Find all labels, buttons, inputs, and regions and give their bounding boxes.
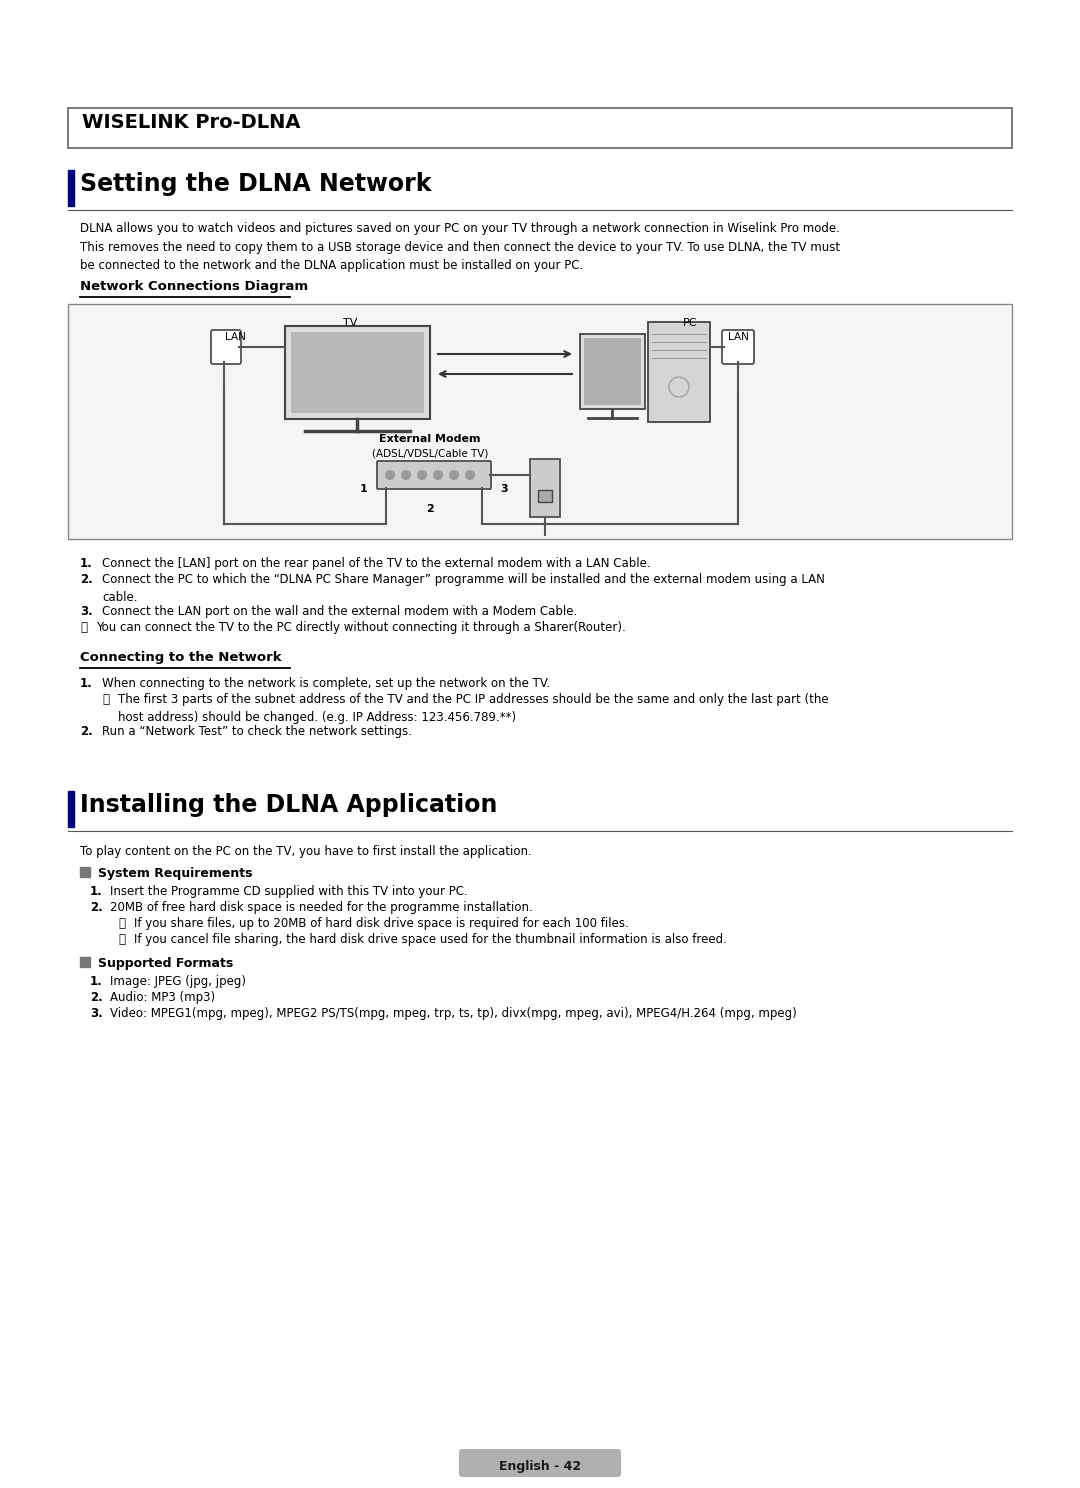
Bar	[584, 338, 642, 405]
Text: 2.: 2.	[90, 902, 103, 914]
Text: 2: 2	[427, 504, 434, 513]
Text: Insert the Programme CD supplied with this TV into your PC.: Insert the Programme CD supplied with th…	[110, 885, 468, 897]
FancyBboxPatch shape	[377, 461, 491, 490]
Text: DLNA allows you to watch videos and pictures saved on your PC on your TV through: DLNA allows you to watch videos and pict…	[80, 222, 840, 272]
Text: PC: PC	[683, 318, 698, 327]
Bar	[80, 957, 90, 967]
Text: Connect the [LAN] port on the rear panel of the TV to the external modem with a : Connect the [LAN] port on the rear panel…	[102, 557, 650, 570]
Bar	[538, 490, 552, 501]
Bar	[80, 868, 90, 876]
FancyBboxPatch shape	[459, 1449, 621, 1478]
Text: LAN: LAN	[225, 332, 245, 342]
Text: You can connect the TV to the PC directly without connecting it through a Sharer: You can connect the TV to the PC directl…	[96, 620, 625, 634]
Text: Installing the DLNA Application: Installing the DLNA Application	[80, 793, 498, 817]
FancyBboxPatch shape	[68, 304, 1012, 539]
Text: To play content on the PC on the TV, you have to first install the application.: To play content on the PC on the TV, you…	[80, 845, 531, 859]
Circle shape	[449, 470, 459, 481]
Text: 2.: 2.	[90, 991, 103, 1004]
Bar	[530, 458, 561, 516]
Text: ⓘ: ⓘ	[80, 620, 87, 634]
Text: 1.: 1.	[80, 677, 93, 690]
Text: 3.: 3.	[90, 1007, 103, 1019]
Text: 3: 3	[500, 484, 508, 494]
Text: 1.: 1.	[80, 557, 93, 570]
Text: 3.: 3.	[80, 606, 93, 618]
Text: When connecting to the network is complete, set up the network on the TV.: When connecting to the network is comple…	[102, 677, 550, 690]
Text: System Requirements: System Requirements	[98, 868, 253, 879]
Text: English - 42: English - 42	[499, 1460, 581, 1473]
Circle shape	[401, 470, 411, 481]
Text: If you share files, up to 20MB of hard disk drive space is required for each 100: If you share files, up to 20MB of hard d…	[134, 917, 629, 930]
Bar	[68, 170, 75, 205]
Text: Network Connections Diagram: Network Connections Diagram	[80, 280, 308, 293]
Bar	[68, 792, 75, 827]
Text: 2.: 2.	[80, 725, 93, 738]
Bar	[291, 332, 424, 414]
Text: ⓘ: ⓘ	[102, 693, 109, 705]
Bar	[285, 326, 430, 420]
FancyBboxPatch shape	[211, 330, 241, 365]
Text: The first 3 parts of the subnet address of the TV and the PC IP addresses should: The first 3 parts of the subnet address …	[118, 693, 828, 725]
Text: Audio: MP3 (mp3): Audio: MP3 (mp3)	[110, 991, 215, 1004]
Text: Connecting to the Network: Connecting to the Network	[80, 652, 282, 664]
Bar	[648, 321, 710, 423]
Circle shape	[465, 470, 475, 481]
FancyBboxPatch shape	[723, 330, 754, 365]
Text: TV: TV	[342, 318, 357, 327]
Text: Connect the LAN port on the wall and the external modem with a Modem Cable.: Connect the LAN port on the wall and the…	[102, 606, 577, 618]
Text: 2.: 2.	[80, 573, 93, 586]
Text: Video: MPEG1(mpg, mpeg), MPEG2 PS/TS(mpg, mpeg, trp, ts, tp), divx(mpg, mpeg, av: Video: MPEG1(mpg, mpeg), MPEG2 PS/TS(mpg…	[110, 1007, 797, 1019]
Text: 1.: 1.	[90, 975, 103, 988]
Text: Connect the PC to which the “DLNA PC Share Manager” programme will be installed : Connect the PC to which the “DLNA PC Sha…	[102, 573, 825, 604]
Text: Supported Formats: Supported Formats	[98, 957, 233, 970]
Text: LAN: LAN	[728, 332, 748, 342]
Text: 1.: 1.	[90, 885, 103, 897]
Text: Setting the DLNA Network: Setting the DLNA Network	[80, 173, 432, 196]
FancyBboxPatch shape	[68, 109, 1012, 147]
Circle shape	[384, 470, 395, 481]
Text: WISELINK Pro-DLNA: WISELINK Pro-DLNA	[82, 113, 300, 132]
Text: (ADSL/VDSL/Cable TV): (ADSL/VDSL/Cable TV)	[372, 448, 488, 458]
Bar	[580, 333, 645, 409]
Text: ⓘ: ⓘ	[118, 917, 125, 930]
Text: Image: JPEG (jpg, jpeg): Image: JPEG (jpg, jpeg)	[110, 975, 246, 988]
Text: 1: 1	[360, 484, 368, 494]
Text: If you cancel file sharing, the hard disk drive space used for the thumbnail inf: If you cancel file sharing, the hard dis…	[134, 933, 727, 946]
Text: Run a “Network Test” to check the network settings.: Run a “Network Test” to check the networ…	[102, 725, 411, 738]
Text: External Modem: External Modem	[379, 434, 481, 443]
Circle shape	[433, 470, 443, 481]
Text: ⓘ: ⓘ	[118, 933, 125, 946]
Circle shape	[417, 470, 427, 481]
Text: 20MB of free hard disk space is needed for the programme installation.: 20MB of free hard disk space is needed f…	[110, 902, 532, 914]
